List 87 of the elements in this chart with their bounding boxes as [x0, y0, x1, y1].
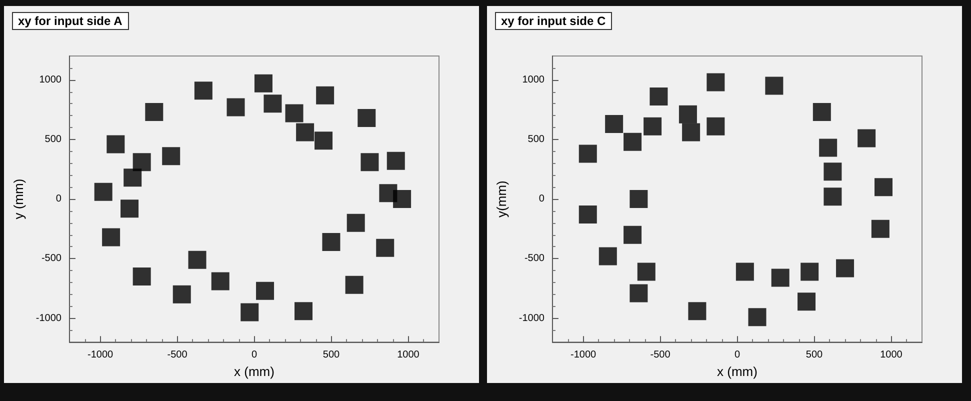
- y-axis-title: y(mm): [494, 180, 509, 218]
- point: [316, 86, 334, 104]
- chart-title: xy for input side A: [18, 14, 123, 28]
- x-tick-label: 500: [806, 350, 823, 361]
- point: [836, 259, 854, 278]
- point: [650, 88, 668, 106]
- point: [630, 190, 648, 208]
- point: [240, 303, 259, 322]
- x-tick-label: -500: [167, 350, 188, 361]
- point: [819, 138, 838, 157]
- point: [294, 302, 313, 320]
- point: [578, 206, 597, 224]
- point: [102, 228, 120, 246]
- x-tick-label: 0: [251, 350, 258, 361]
- point: [379, 184, 398, 202]
- y-tick-label: 1000: [39, 74, 62, 86]
- point: [172, 285, 191, 304]
- point: [771, 268, 790, 287]
- point: [188, 250, 206, 269]
- point: [765, 76, 784, 95]
- y-tick-label: 0: [56, 194, 62, 205]
- point: [605, 114, 624, 133]
- point: [812, 103, 831, 122]
- point: [824, 162, 842, 181]
- point: [630, 284, 648, 302]
- point: [285, 104, 304, 122]
- point: [637, 262, 656, 281]
- point: [386, 152, 405, 170]
- point: [226, 98, 245, 116]
- y-tick-label: 500: [528, 134, 545, 145]
- point: [800, 262, 819, 281]
- y-tick-label: 500: [44, 134, 62, 145]
- point: [598, 247, 617, 266]
- point: [132, 153, 151, 172]
- point: [264, 94, 282, 113]
- x-axis-title: x (mm): [234, 364, 274, 379]
- x-axis-title: x (mm): [717, 364, 758, 379]
- point: [824, 188, 842, 206]
- point: [624, 132, 642, 151]
- point: [644, 117, 662, 136]
- point: [254, 74, 272, 92]
- x-tick-label: -1000: [570, 350, 596, 361]
- point: [678, 105, 697, 124]
- y-axis-title: y (mm): [11, 178, 26, 220]
- point: [94, 182, 112, 201]
- y-tick-label: -1000: [36, 312, 62, 324]
- point: [345, 276, 364, 294]
- point: [358, 108, 376, 127]
- chart-title: xy for input side C: [501, 14, 606, 28]
- point: [314, 132, 333, 150]
- y-tick-label: 0: [538, 194, 545, 205]
- point: [858, 129, 876, 148]
- point: [736, 262, 754, 281]
- point: [145, 103, 164, 122]
- x-tick-label: 0: [734, 350, 740, 361]
- y-tick-label: -1000: [518, 312, 545, 324]
- point: [624, 226, 642, 244]
- x-tick-label: -500: [650, 350, 671, 361]
- point: [376, 238, 394, 257]
- point: [871, 220, 890, 238]
- point: [132, 268, 151, 286]
- point: [296, 123, 314, 142]
- x-tick-label: 500: [322, 350, 340, 361]
- point: [798, 292, 816, 311]
- point: [748, 308, 766, 326]
- y-tick-label: 1000: [522, 74, 545, 86]
- point: [322, 232, 340, 251]
- point: [682, 123, 700, 142]
- point: [256, 282, 274, 300]
- point: [106, 135, 125, 154]
- point: [874, 178, 893, 196]
- y-tick-label: -500: [41, 253, 62, 264]
- x-tick-label: 1000: [397, 350, 420, 361]
- point: [688, 302, 706, 320]
- y-tick-label: -500: [524, 253, 545, 264]
- point: [120, 200, 139, 218]
- point: [706, 117, 725, 136]
- point: [211, 272, 230, 290]
- point: [124, 168, 142, 187]
- point: [360, 153, 379, 172]
- x-tick-label: -1000: [87, 350, 114, 361]
- point: [194, 82, 212, 100]
- point: [578, 144, 597, 163]
- point: [162, 147, 180, 166]
- x-tick-label: 1000: [880, 350, 903, 361]
- point: [346, 214, 365, 232]
- point: [706, 73, 725, 92]
